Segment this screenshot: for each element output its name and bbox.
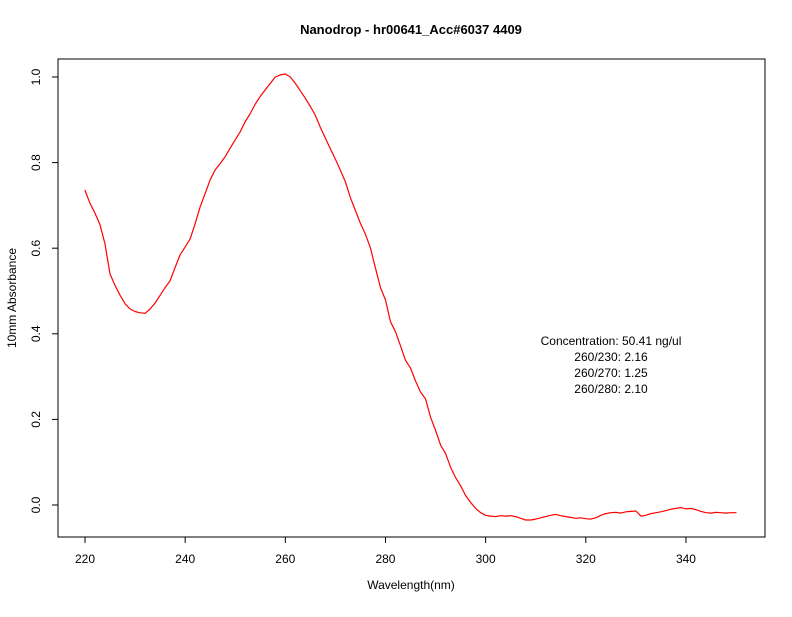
- x-tick-label: 340: [676, 552, 696, 566]
- x-tick-label: 320: [576, 552, 596, 566]
- y-tick-label: 0.4: [29, 325, 43, 342]
- x-tick-label: 300: [476, 552, 496, 566]
- x-tick-label: 220: [75, 552, 95, 566]
- annotation-concentration: Concentration: 50.41 ng/ul: [541, 334, 682, 348]
- x-axis: 220 240 260 280 300 320 340: [75, 537, 696, 566]
- chart-title: Nanodrop - hr00641_Acc#6037 4409: [300, 22, 522, 37]
- y-axis: 0.0 0.2 0.4 0.6 0.8 1.0: [29, 68, 58, 513]
- y-axis-label: 10mm Absorbance: [5, 248, 19, 348]
- x-tick-label: 260: [275, 552, 295, 566]
- x-tick-label: 280: [375, 552, 395, 566]
- annotation-ratio-260-230: 260/230: 2.16: [574, 350, 648, 364]
- plot-box: [57, 58, 766, 538]
- annotation-block: Concentration: 50.41 ng/ul 260/230: 2.16…: [541, 334, 682, 396]
- y-tick-label: 1.0: [29, 68, 43, 85]
- x-axis-label: Wavelength(nm): [367, 578, 455, 592]
- annotation-ratio-260-270: 260/270: 1.25: [574, 366, 648, 380]
- y-tick-label: 0.6: [29, 240, 43, 257]
- y-tick-label: 0.2: [29, 411, 43, 428]
- annotation-ratio-260-280: 260/280: 2.10: [574, 382, 648, 396]
- y-tick-label: 0.0: [29, 496, 43, 513]
- y-tick-label: 0.8: [29, 154, 43, 171]
- x-tick-label: 240: [175, 552, 195, 566]
- absorbance-curve: [84, 73, 737, 521]
